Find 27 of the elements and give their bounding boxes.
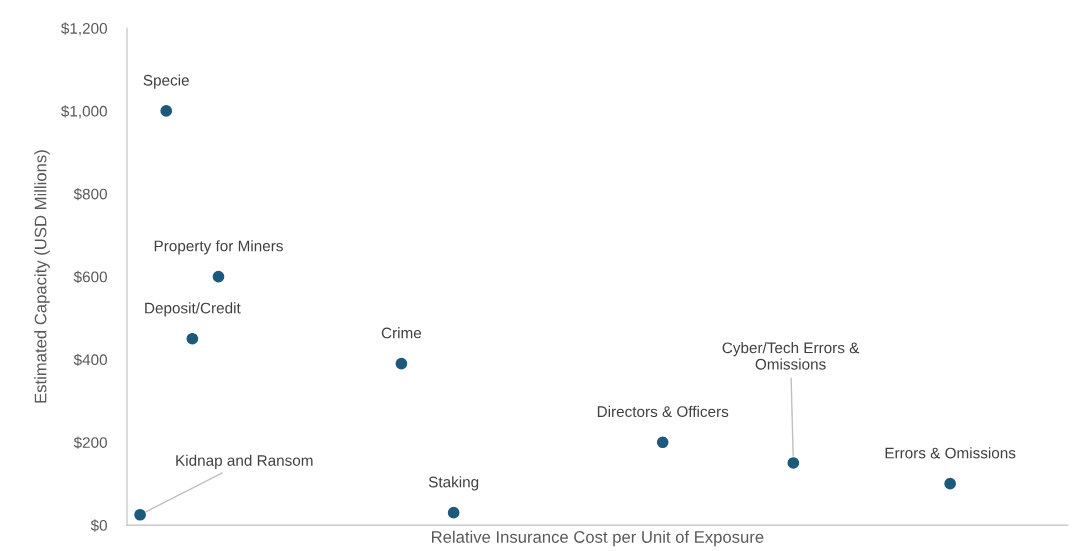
series-label: Directors & Officers	[597, 405, 729, 418]
y-tick-label: $200	[73, 436, 107, 449]
point	[944, 477, 956, 490]
point	[787, 457, 800, 469]
text: Cyber/Tech Errors & Omissions	[722, 342, 860, 370]
series-label: Errors & Omissions	[885, 447, 1016, 459]
y-tick-label: $1,200	[61, 22, 107, 36]
point	[186, 332, 199, 345]
y-tick-label: $600	[73, 270, 107, 284]
point	[395, 357, 408, 370]
series-label: Crime	[381, 327, 422, 339]
series-label: Specie	[143, 74, 189, 89]
series-label: Deposit/Credit	[145, 302, 241, 317]
point	[656, 436, 669, 449]
text: Kidnap and Ransom	[176, 454, 313, 469]
point	[160, 105, 173, 117]
y-tick-label: $400	[73, 353, 107, 367]
point	[134, 508, 146, 521]
y-tick-label: $1,000	[61, 105, 107, 119]
y-tick-label: $0	[90, 519, 107, 532]
point	[212, 270, 225, 283]
series-label: Staking	[428, 476, 479, 491]
point	[447, 506, 460, 519]
x-axis-title: Relative Insurance Cost per Unit of Exposure	[432, 530, 764, 547]
y-tick-label: $800	[73, 187, 107, 201]
y-axis-title: Estimated Capacity (USD Millions)	[34, 150, 50, 403]
series-label: Property for Miners	[154, 240, 283, 255]
